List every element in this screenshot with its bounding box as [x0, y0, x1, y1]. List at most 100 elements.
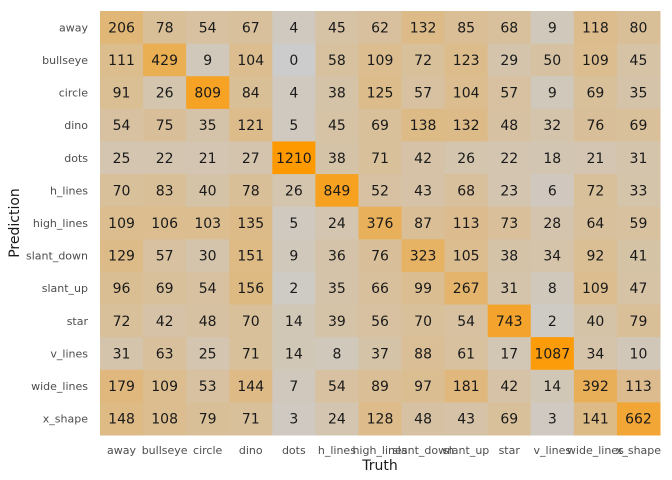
heatmap-cell-slant_up-high_lines: [358, 271, 403, 306]
heatmap-cell-away-wide_lines: [573, 11, 618, 45]
cell-value-label: 36: [328, 249, 346, 265]
heatmap-cell-high_lines-slant_up: [444, 206, 489, 240]
heatmap-cell-wide_lines-star: [487, 369, 532, 403]
cell-value-label: 25: [113, 151, 131, 167]
heatmap-cell-slant_down-dino: [229, 239, 273, 273]
heatmap-cell-away-bullseye: [143, 11, 187, 45]
heatmap-cell-wide_lines-slant_up: [444, 369, 489, 403]
heatmap-cell-dino-slant_up: [444, 108, 489, 142]
heatmap-cell-high_lines-away: [100, 206, 144, 240]
heatmap-cells: [100, 11, 661, 436]
heatmap-cell-slant_up-wide_lines: [573, 271, 618, 306]
heatmap-cell-h_lines-bullseye: [143, 174, 187, 208]
heatmap-cell-star-dots: [272, 304, 316, 338]
heatmap-cell-circle-high_lines: [358, 76, 403, 110]
cell-value-label: 5: [289, 216, 298, 232]
y-tick-label: dots: [64, 152, 88, 165]
x-tick-label: circle: [193, 444, 222, 457]
heatmap-cell-slant_down-circle: [186, 239, 230, 273]
cell-value-label: 33: [630, 183, 648, 199]
cell-value-label: 429: [151, 53, 178, 69]
cell-value-label: 26: [457, 151, 475, 167]
cell-value-label: 66: [371, 281, 389, 297]
heatmap-cell-v_lines-h_lines: [315, 337, 359, 371]
cell-value-label: 79: [630, 314, 648, 330]
heatmap-cell-star-slant_down: [401, 304, 446, 338]
heatmap-cell-slant_up-dino: [229, 271, 273, 306]
heatmap-cell-star-slant_up: [444, 304, 489, 338]
cell-value-label: 42: [500, 379, 518, 395]
heatmap-cell-dots-wide_lines: [573, 141, 618, 175]
x-axis-ticks: away bullseye circle dino dots h_lineshigh_li…: [107, 444, 661, 457]
cell-value-label: 69: [156, 281, 174, 297]
cell-value-label: 125: [367, 86, 394, 102]
cell-value-label: 35: [199, 118, 217, 134]
heatmap-cell-slant_up-dots: [272, 271, 316, 306]
cell-value-label: 68: [500, 20, 518, 36]
heatmap-cell-dino-high_lines: [358, 108, 403, 142]
heatmap-cell-circle-dino: [229, 76, 273, 110]
heatmap-cell-dino-x_shape: [616, 108, 661, 142]
cell-value-label: 43: [414, 183, 432, 199]
heatmap-cell-wide_lines-v_lines: [530, 369, 575, 403]
heatmap-cell-h_lines-dots: [272, 174, 316, 208]
cell-value-label: 50: [543, 53, 561, 69]
heatmap-cell-dino-h_lines: [315, 108, 359, 142]
cell-value-label: 14: [285, 346, 303, 362]
heatmap-cell-h_lines-circle: [186, 174, 230, 208]
cell-value-label: 52: [371, 183, 389, 199]
cell-value-label: 41: [630, 249, 648, 265]
cell-value-label: 42: [156, 314, 174, 330]
cell-value-label: 32: [543, 118, 561, 134]
cell-value-label: 109: [367, 53, 394, 69]
cell-value-label: 24: [328, 412, 346, 428]
heatmap-cell-slant_down-slant_down: [401, 239, 446, 273]
heatmap-cell-slant_down-x_shape: [616, 239, 661, 273]
cell-value-label: 9: [548, 86, 557, 102]
cell-value-label: 78: [242, 183, 260, 199]
heatmap-cell-dino-bullseye: [143, 108, 187, 142]
cell-value-label: 156: [237, 281, 264, 297]
cell-value-label: 2: [289, 281, 298, 297]
cell-value-label: 45: [630, 53, 648, 69]
cell-value-label: 48: [500, 118, 518, 134]
cell-value-label: 92: [586, 249, 604, 265]
heatmap-cell-dots-circle: [186, 141, 230, 175]
cell-value-label: 376: [367, 216, 394, 232]
cell-value-label: 42: [414, 151, 432, 167]
heatmap-cell-x_shape-dino: [229, 402, 273, 436]
heatmap-cell-x_shape-bullseye: [143, 402, 187, 436]
y-tick-label: circle: [59, 87, 88, 100]
cell-value-label: 809: [194, 86, 221, 102]
heatmap-cell-bullseye-dino: [229, 43, 273, 77]
heatmap-cell-v_lines-x_shape: [616, 337, 661, 371]
heatmap-cell-dino-v_lines: [530, 108, 575, 142]
heatmap-cell-slant_down-away: [100, 239, 144, 273]
cell-value-label: 48: [199, 314, 217, 330]
heatmap-cell-slant_up-away: [100, 271, 144, 306]
heatmap-cell-high_lines-x_shape: [616, 206, 661, 240]
cell-value-label: 26: [285, 183, 303, 199]
cell-value-label: 54: [328, 379, 346, 395]
cell-value-label: 99: [414, 281, 432, 297]
heatmap-cell-circle-star: [487, 76, 532, 110]
cell-value-label: 121: [237, 118, 264, 134]
y-tick-label: star: [67, 315, 89, 328]
cell-value-label: 267: [453, 281, 480, 297]
heatmap-cell-wide_lines-wide_lines: [573, 369, 618, 403]
heatmap-cell-away-slant_down: [401, 11, 446, 45]
heatmap-cell-h_lines-dino: [229, 174, 273, 208]
heatmap-cell-dino-circle: [186, 108, 230, 142]
y-tick-label: slant_up: [42, 282, 88, 295]
heatmap-cell-slant_up-bullseye: [143, 271, 187, 306]
cell-value-label: 132: [410, 20, 437, 36]
y-tick-label: x_shape: [43, 413, 88, 426]
cell-value-label: 1087: [534, 346, 570, 362]
heatmap-cell-dots-h_lines: [315, 141, 359, 175]
cell-value-label: 38: [328, 86, 346, 102]
cell-value-label: 14: [543, 379, 561, 395]
cell-value-label: 3: [289, 412, 298, 428]
heatmap-cell-h_lines-slant_up: [444, 174, 489, 208]
heatmap-cell-star-wide_lines: [573, 304, 618, 338]
x-tick-label: away: [107, 444, 136, 457]
